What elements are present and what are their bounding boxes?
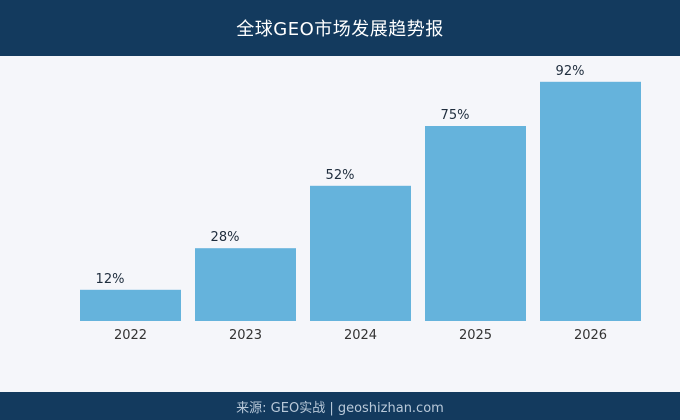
tick-labels-layer: 2022 2023 2024 2025 2026: [114, 328, 607, 343]
value-label-2024: 52%: [326, 168, 355, 183]
x-tick-label-2026: 2026: [574, 328, 607, 343]
value-label-2026: 92%: [556, 64, 585, 79]
bar-2024: [310, 185, 411, 321]
bar-2022: [80, 289, 181, 321]
value-label-2023: 28%: [211, 230, 240, 245]
chart-header: 全球GEO市场发展趋势报: [0, 0, 680, 56]
plot-area: 12% 28% 52% 75% 92% 2022 2023 2024 2025 2026: [0, 56, 680, 392]
x-tick-label-2024: 2024: [344, 328, 377, 343]
value-labels-layer: 12% 28% 52% 75% 92%: [96, 64, 585, 287]
value-label-2025: 75%: [441, 108, 470, 123]
x-tick-label-2025: 2025: [459, 328, 492, 343]
bar-2026: [540, 81, 641, 321]
chart-title: 全球GEO市场发展趋势报: [236, 19, 444, 40]
source-caption: 来源: GEO实战 | geoshizhan.com: [236, 400, 444, 416]
x-tick-label-2023: 2023: [229, 328, 262, 343]
value-label-2022: 12%: [96, 272, 125, 287]
chart-footer: 来源: GEO实战 | geoshizhan.com: [0, 392, 680, 420]
bar-chart: 12% 28% 52% 75% 92% 2022 2023 2024 2025 2026: [80, 64, 641, 343]
x-tick-label-2022: 2022: [114, 328, 147, 343]
bar-2023: [195, 248, 296, 321]
bar-2025: [425, 126, 526, 321]
bars-layer: [80, 81, 641, 321]
